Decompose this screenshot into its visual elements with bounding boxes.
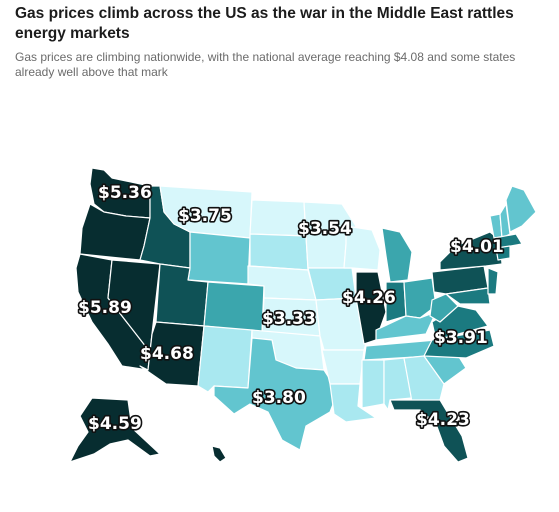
- chart-header: Gas prices climb across the US as the wa…: [15, 4, 545, 80]
- state-ohio[interactable]: [403, 277, 437, 319]
- state-new-jersey[interactable]: [487, 267, 499, 295]
- state-arkansas[interactable]: [321, 349, 365, 385]
- price-label-florida: $4.23: [416, 410, 470, 430]
- state-new-hampshire[interactable]: [499, 203, 511, 239]
- price-label-minnesota: $3.54: [298, 219, 352, 239]
- state-georgia[interactable]: [403, 355, 445, 403]
- state-florida[interactable]: [389, 399, 469, 463]
- state-maine[interactable]: [505, 185, 537, 233]
- price-label-arizona: $4.68: [140, 344, 194, 364]
- state-new-mexico[interactable]: [197, 325, 253, 393]
- price-label-new-york: $4.01: [450, 237, 504, 257]
- price-labels-layer: $5.36 $3.75 $3.54 $4.01 $5.89 $4.26 $3.3…: [76, 181, 505, 435]
- state-hawaii[interactable]: [211, 445, 227, 463]
- price-label-washington: $5.36: [98, 183, 152, 203]
- price-label-north-carolina: $3.91: [434, 328, 488, 348]
- state-west-virginia[interactable]: [429, 293, 459, 323]
- price-label-illinois: $4.26: [342, 288, 396, 308]
- state-wisconsin[interactable]: [343, 225, 381, 271]
- state-south-dakota[interactable]: [249, 233, 309, 271]
- state-mississippi[interactable]: [361, 359, 385, 409]
- price-label-montana: $3.75: [178, 206, 232, 226]
- state-colorado[interactable]: [203, 281, 265, 333]
- state-wyoming[interactable]: [187, 231, 251, 285]
- price-label-texas: $3.80: [252, 388, 306, 408]
- state-north-carolina[interactable]: [423, 329, 495, 359]
- chart-title: Gas prices climb across the US as the wa…: [15, 5, 514, 42]
- price-label-alaska: $4.59: [88, 414, 142, 434]
- state-alaska[interactable]: [69, 397, 161, 463]
- price-label-california: $5.89: [78, 298, 132, 318]
- chart-subtitle: Gas prices are climbing nationwide, with…: [15, 50, 516, 79]
- state-maryland[interactable]: [445, 287, 491, 305]
- state-connecticut[interactable]: [495, 245, 511, 261]
- state-michigan[interactable]: [381, 227, 413, 283]
- state-louisiana[interactable]: [329, 383, 377, 423]
- states-layer: [69, 167, 537, 463]
- state-texas[interactable]: [213, 337, 339, 451]
- price-label-kansas: $3.33: [262, 309, 316, 329]
- state-massachusetts[interactable]: [493, 233, 523, 249]
